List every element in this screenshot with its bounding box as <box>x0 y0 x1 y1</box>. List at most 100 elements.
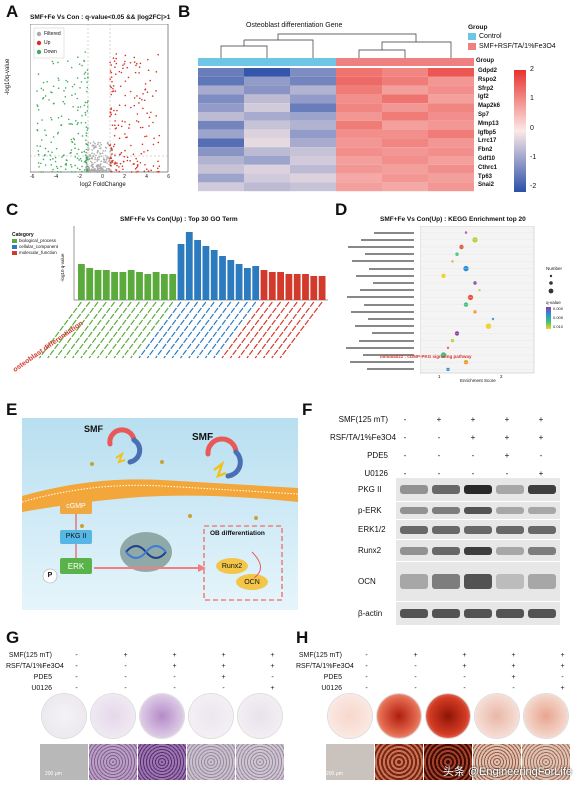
volcano-title: SMF+Fe Vs Con : q-value<0.05 && |log2FC|… <box>30 14 171 21</box>
volcano-point <box>63 154 65 156</box>
volcano-point <box>147 69 150 72</box>
volcano-point <box>135 171 138 173</box>
volcano-point <box>36 145 39 147</box>
heatmap-cell <box>336 94 382 104</box>
volcano-point <box>88 158 91 161</box>
stain-well <box>524 694 568 738</box>
volcano-point <box>139 62 142 65</box>
condition-row: RSF/TA/1%Fe3O4 - - + + + <box>296 661 580 672</box>
volcano-point <box>86 143 88 146</box>
volcano-point <box>60 124 62 127</box>
volcano-point <box>94 142 96 145</box>
blot-band <box>496 574 524 590</box>
volcano-point <box>98 158 100 161</box>
volcano-point <box>42 81 45 84</box>
volcano-point <box>140 152 143 155</box>
condition-name: RSF/TA/1%Fe3O4 <box>6 663 64 670</box>
kegg-color-bar <box>546 307 551 329</box>
stain-well <box>377 694 421 738</box>
volcano-point <box>87 141 90 144</box>
volcano-point <box>84 114 87 116</box>
condition-sign: - <box>403 468 407 478</box>
volcano-point <box>84 71 87 74</box>
watermark: 头条 @EngineeringForLife <box>442 766 572 778</box>
volcano-point <box>157 53 159 56</box>
volcano-point <box>133 104 136 107</box>
heatmap-cell <box>290 173 336 183</box>
volcano-point <box>104 170 107 173</box>
volcano-point <box>124 104 127 107</box>
kegg-term-bar <box>351 310 414 313</box>
condition-sign: - <box>539 450 543 460</box>
condition-sign: + <box>270 685 275 692</box>
legend-swatch-treat <box>468 43 476 50</box>
panel-label-h: H <box>296 628 309 647</box>
condition-sign: - <box>75 652 78 659</box>
volcano-point <box>104 150 107 152</box>
volcano-point <box>110 93 113 96</box>
kegg-term-bar <box>364 303 414 306</box>
volcano-point <box>74 143 76 146</box>
volcano-point <box>156 171 159 173</box>
volcano-point <box>110 107 112 109</box>
go-term-label <box>138 301 182 359</box>
volcano-point <box>105 159 108 161</box>
go-legend-bp: biological_process <box>19 238 57 243</box>
condition-sign: + <box>511 652 516 659</box>
heatmap-cell <box>382 94 428 104</box>
heatmap-cell <box>244 156 290 165</box>
volcano-point <box>64 87 67 89</box>
band-label: OCN <box>358 577 376 586</box>
blot-band <box>496 546 524 555</box>
blot-band <box>432 485 460 495</box>
volcano-point <box>86 158 89 160</box>
volcano-point <box>70 66 73 69</box>
condition-sign: + <box>560 663 565 670</box>
volcano-point <box>92 144 95 147</box>
volcano-point <box>144 135 146 138</box>
kegg-term-bar <box>359 339 414 342</box>
volcano-point <box>97 170 99 172</box>
volcano-point <box>91 161 93 164</box>
go-bar <box>111 272 118 300</box>
volcano-point <box>42 89 45 91</box>
volcano-point <box>155 90 157 92</box>
volcano-point <box>91 144 94 147</box>
volcano-point <box>136 160 139 163</box>
volcano-point <box>57 117 60 119</box>
volcano-point <box>84 111 87 114</box>
heatmap-cell <box>428 173 474 183</box>
volcano-point <box>158 170 160 173</box>
blot-band <box>432 574 460 590</box>
stain-micrograph <box>40 744 88 780</box>
volcano-point <box>65 162 67 165</box>
volcano-point <box>89 142 92 144</box>
volcano-point <box>158 134 161 137</box>
volcano-point <box>109 70 112 72</box>
volcano-point <box>55 165 58 168</box>
blot-band <box>464 574 492 590</box>
volcano-point <box>133 97 136 99</box>
volcano-point <box>106 142 109 144</box>
heatmap-cell <box>198 173 244 183</box>
heatmap-title: Osteoblast differentiation Gene <box>246 22 343 29</box>
volcano-point <box>124 121 126 123</box>
condition-sign: - <box>173 674 176 681</box>
volcano-point <box>85 164 88 166</box>
blot-band <box>496 526 524 534</box>
volcano-point <box>89 154 92 156</box>
volcano-point <box>60 171 62 173</box>
volcano-point <box>146 168 148 170</box>
volcano-xticks: -6 -4 -2 0 2 4 6 <box>30 174 170 180</box>
go-legend-swatch <box>12 251 17 255</box>
volcano-point <box>81 151 83 154</box>
volcano-point <box>37 162 40 164</box>
volcano-point <box>135 166 138 169</box>
gene-label: Igfbp5 <box>478 129 496 136</box>
go-bar <box>310 276 318 300</box>
condition-name: RSF/TA/1%Fe3O4 <box>330 432 397 442</box>
volcano-point <box>95 145 97 147</box>
volcano-point <box>81 170 83 173</box>
volcano-point <box>147 170 150 172</box>
kegg-size-legend <box>548 274 554 294</box>
